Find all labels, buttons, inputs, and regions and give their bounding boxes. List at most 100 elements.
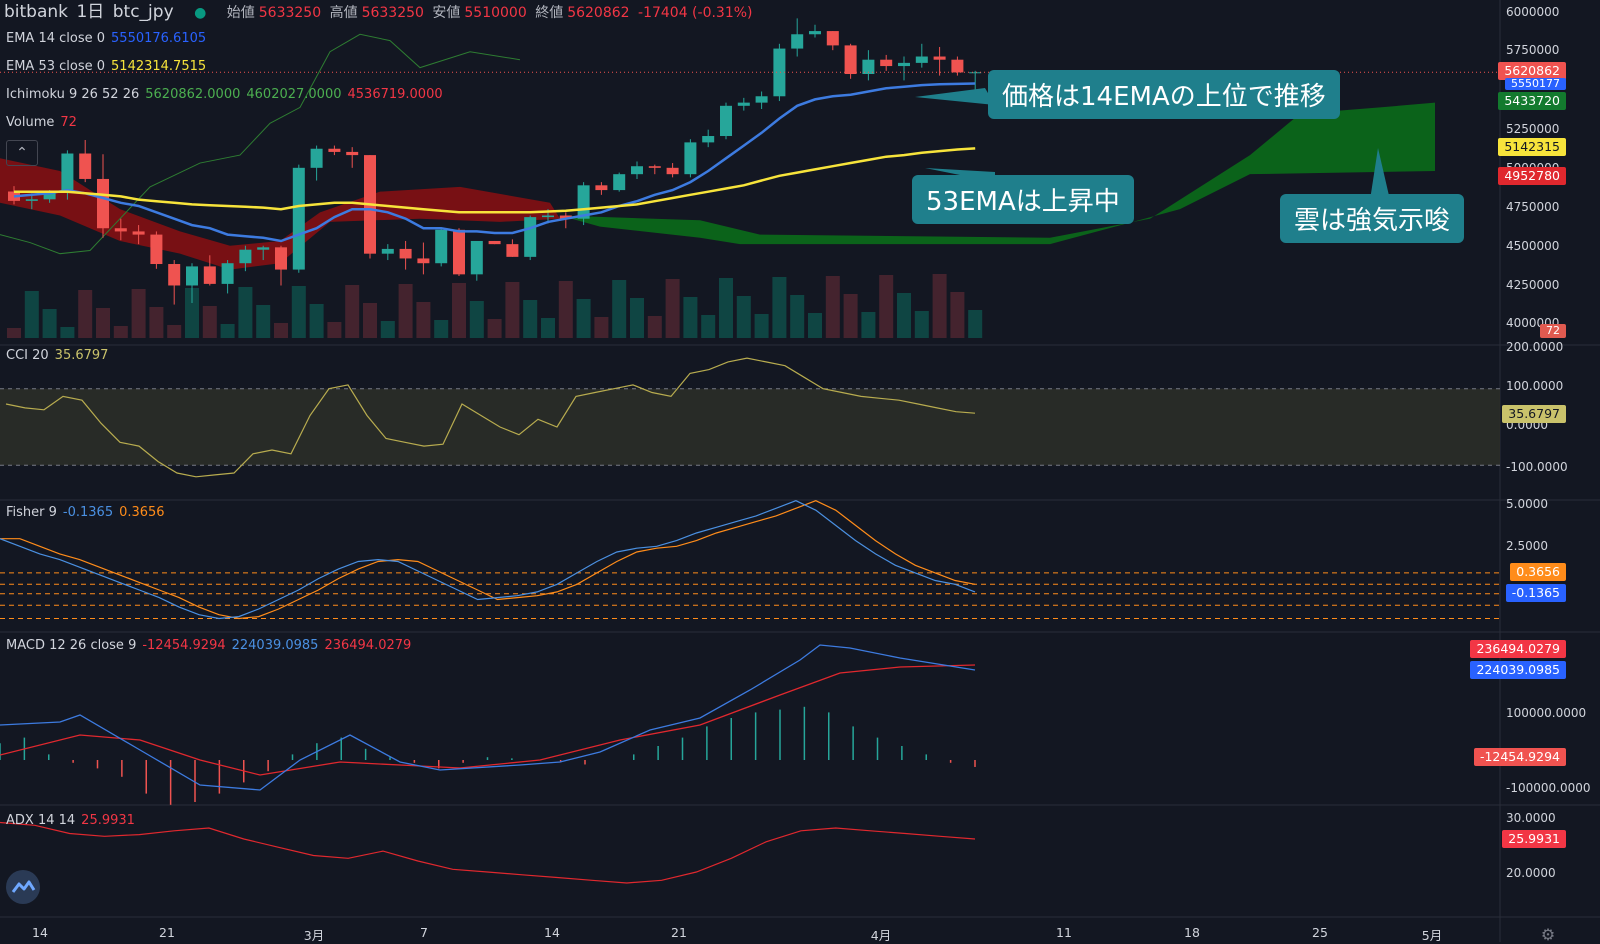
x-axis-label: 11 xyxy=(1056,925,1072,940)
symbol[interactable]: btc_jpy xyxy=(112,2,174,22)
candle-body xyxy=(969,72,982,74)
candle-body xyxy=(791,34,804,49)
high-value: 5633250 xyxy=(361,5,424,21)
candle-body xyxy=(737,102,750,106)
candle-body xyxy=(168,264,181,286)
cci-legend[interactable]: CCI 20 35.6797 xyxy=(6,348,114,363)
price-axis-label: 5250000 xyxy=(1506,122,1560,136)
macd-line xyxy=(0,644,976,791)
ema14-value: 5550176.6105 xyxy=(111,31,207,46)
macd-line-tag: 224039.0985 xyxy=(1470,661,1566,679)
macd-v3: 236494.0279 xyxy=(324,638,412,653)
volume-label: Volume xyxy=(6,115,55,130)
cci-label: CCI 20 xyxy=(6,348,49,363)
candle-body xyxy=(506,244,519,257)
fisher-a-tag: 0.3656 xyxy=(1510,563,1566,581)
cci-band xyxy=(0,388,1500,466)
fisher-line xyxy=(0,500,976,620)
ema53-line xyxy=(14,147,976,214)
candle-body xyxy=(417,258,430,264)
x-axis-label: 14 xyxy=(32,925,48,940)
candle-body xyxy=(613,174,626,191)
volume-bar xyxy=(825,276,840,338)
volume-bar xyxy=(149,307,164,338)
volume-bar xyxy=(42,309,57,338)
macd-label: MACD 12 26 close 9 xyxy=(6,638,137,653)
volume-bar xyxy=(167,325,182,338)
candle-body xyxy=(684,142,697,175)
volume-bar xyxy=(7,328,21,338)
volume-bar xyxy=(220,324,235,338)
volume-bar xyxy=(558,281,573,338)
candle-body xyxy=(915,56,928,63)
span-price-tag: 5433720 xyxy=(1498,92,1566,110)
cloud-price-tag: 4952780 xyxy=(1498,167,1566,185)
candle-body xyxy=(880,59,893,67)
candle-body xyxy=(114,228,127,232)
volume-bar xyxy=(363,303,377,338)
x-axis-label: 21 xyxy=(671,925,687,940)
price-axis-label: 4750000 xyxy=(1506,200,1560,214)
fisher-legend[interactable]: Fisher 9 -0.1365 0.3656 xyxy=(6,505,171,520)
open-value: 5633250 xyxy=(258,5,322,21)
volume-bar xyxy=(736,296,751,338)
x-axis-label: 4月 xyxy=(870,928,892,943)
volume-bar xyxy=(630,298,644,338)
volume-bar xyxy=(469,301,484,338)
timeframe[interactable]: 1日 xyxy=(76,2,105,22)
x-axis-label: 7 xyxy=(420,925,428,940)
ema53-price-tag: 5142315 xyxy=(1498,138,1566,156)
volume-bar xyxy=(24,291,39,338)
candle-body xyxy=(292,167,305,270)
ichimoku-legend[interactable]: Ichimoku 9 26 52 26 5620862.0000 4602027.0… xyxy=(6,87,449,102)
volume-bar xyxy=(594,317,609,338)
fisher-b-tag: -0.1365 xyxy=(1505,584,1566,602)
fisher-v1: -0.1365 xyxy=(62,505,114,520)
candle-body xyxy=(648,166,661,168)
ema14-annotation: 価格は14EMAの上位で推移 xyxy=(988,70,1340,119)
candle-body xyxy=(755,96,768,103)
tradingview-logo-icon[interactable] xyxy=(6,870,40,904)
volume-bar xyxy=(416,302,431,338)
volume-bar xyxy=(701,315,716,338)
ema14-price-tag: 5550177 xyxy=(1505,78,1566,90)
fisher-trigger-line xyxy=(0,500,976,620)
header-bar: bitbank 1日 btc_jpy ● 始値 5633250 高値 5633250… xyxy=(0,0,757,24)
candle-body xyxy=(666,167,679,175)
volume-legend[interactable]: Volume 72 xyxy=(6,115,83,130)
ema14-legend[interactable]: EMA 14 close 0 5550176.6105 xyxy=(6,31,212,46)
open-label: 始値 xyxy=(226,5,255,21)
exchange-name: bitbank xyxy=(4,2,69,22)
candle-body xyxy=(524,217,537,257)
adx-label: ADX 14 14 xyxy=(6,813,76,828)
candle-body xyxy=(844,45,857,75)
volume-bar xyxy=(434,320,449,338)
live-dot-icon: ● xyxy=(194,5,207,21)
x-axis-label: 14 xyxy=(544,925,560,940)
volume-bar xyxy=(950,292,965,338)
volume-bar xyxy=(861,312,876,338)
volume-bar xyxy=(665,279,680,338)
macd-v1: -12454.9294 xyxy=(142,638,226,653)
adx-legend[interactable]: ADX 14 14 25.9931 xyxy=(6,813,141,828)
volume-bar xyxy=(612,280,627,338)
macd-legend[interactable]: MACD 12 26 close 9 -12454.9294 224039.0985… xyxy=(6,638,417,653)
candle-body xyxy=(43,191,56,200)
candle-body xyxy=(97,178,109,229)
macd-axis-label: 100000.0000 xyxy=(1506,706,1587,720)
settings-gear-icon[interactable]: ⚙ xyxy=(1540,925,1556,944)
fisher-axis-label: 5.0000 xyxy=(1506,497,1548,511)
close-price-tag: 5620862 xyxy=(1498,62,1566,80)
price-axis-label: 6000000 xyxy=(1506,5,1560,19)
candle-body xyxy=(862,59,875,75)
candle-body xyxy=(453,229,465,275)
candle-body xyxy=(720,105,732,137)
collapse-legend-button[interactable]: ⌃ xyxy=(6,140,38,166)
low-value: 5510000 xyxy=(464,5,527,21)
cci-value: 35.6797 xyxy=(54,348,109,363)
volume-bar xyxy=(238,287,253,338)
volume-bar xyxy=(523,300,538,338)
volume-bar xyxy=(327,322,342,338)
ema53-legend[interactable]: EMA 53 close 0 5142314.7515 xyxy=(6,59,212,74)
volume-bar xyxy=(113,326,128,338)
